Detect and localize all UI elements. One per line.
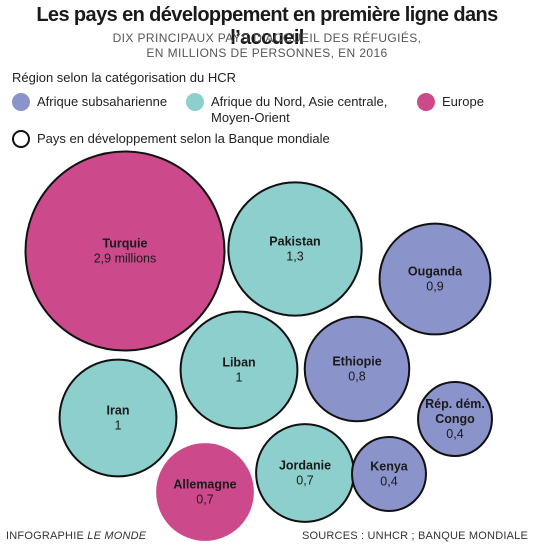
legend-swatch-outline — [12, 130, 30, 148]
bubble-value-ouganda: 0,9 — [426, 280, 443, 294]
legend-item-afrique-subsaharienne: Afrique subsaharienne — [12, 93, 168, 111]
bubble-circle-ouganda — [378, 222, 492, 336]
legend-label-afrique-du-nord: Afrique du Nord, Asie centrale, Moyen-Or… — [211, 94, 388, 125]
chart-subtitle-line2: EN MILLIONS DE PERSONNES, EN 2016 — [146, 46, 388, 60]
bubble-name-allemagne: Allemagne — [173, 478, 236, 492]
bubble-value-jordanie: 0,7 — [296, 474, 313, 488]
bubble-circle-pakistan — [227, 181, 363, 317]
legend-label-afrique-subsaharienne: Afrique subsaharienne — [37, 94, 168, 109]
bubble-circle-iran — [58, 358, 178, 478]
legend-swatch-afrique-du-nord — [186, 93, 204, 111]
bubble-name-ethiopie: Ethiopie — [332, 355, 381, 369]
legend-title: Région selon la catégorisation du HCR — [12, 70, 237, 85]
legend-label-outline: Pays en développement selon la Banque mo… — [37, 131, 330, 146]
bubble-value-pakistan: 1,3 — [286, 250, 303, 264]
bubble-value-allemagne: 0,7 — [196, 493, 213, 507]
legend-swatch-europe — [417, 93, 435, 111]
bubble-circle-ethiopie — [303, 315, 411, 423]
legend-item-europe: Europe — [417, 93, 484, 111]
bubble-value-rep-dem-congo: 0,4 — [446, 427, 463, 441]
legend-swatch-afrique-subsaharienne — [12, 93, 30, 111]
bubble-value-kenya: 0,4 — [380, 475, 397, 489]
chart-title: Les pays en développement en première li… — [36, 4, 498, 49]
chart-subtitle-line1: DIX PRINCIPAUX PAYS D’ACCUEIL DES RÉFUGI… — [112, 31, 422, 45]
bubble-value-turquie: 2,9 millions — [94, 252, 157, 266]
footer-credit-prefix: INFOGRAPHIE — [6, 530, 88, 542]
legend-item-afrique-du-nord: Afrique du Nord, Asie centrale, Moyen-Or… — [186, 93, 401, 126]
bubble-name-iran: Iran — [107, 404, 130, 418]
bubble-circle-allemagne — [156, 443, 254, 541]
legend-label-europe: Europe — [442, 94, 484, 109]
bubble-circle-turquie — [24, 150, 226, 352]
bubble-name-liban: Liban — [222, 356, 255, 370]
bubble-circle-kenya — [351, 436, 427, 512]
bubble-name-turquie: Turquie — [103, 237, 148, 251]
footer-credit-brand: LE MONDE — [87, 530, 147, 542]
legend-item-developing-outline: Pays en développement selon la Banque mo… — [12, 130, 330, 148]
footer-credit: INFOGRAPHIE LE MONDE — [6, 530, 146, 542]
bubble-name-pakistan: Pakistan — [269, 235, 320, 249]
bubble-name-ouganda: Ouganda — [408, 265, 463, 279]
bubble-value-ethiopie: 0,8 — [348, 370, 365, 384]
bubble-value-iran: 1 — [115, 419, 122, 433]
bubble-value-liban: 1 — [236, 371, 243, 385]
bubble-name-kenya: Kenya — [370, 460, 409, 474]
footer-sources: SOURCES : UNHCR ; BANQUE MONDIALE — [301, 530, 528, 542]
bubble-name-rep-dem-congo: Rép. dém. Congo — [425, 397, 485, 426]
bubble-circle-liban — [179, 310, 299, 430]
bubble-circle-rep-dem-congo — [417, 381, 493, 457]
bubble-name-jordanie: Jordanie — [279, 459, 331, 473]
